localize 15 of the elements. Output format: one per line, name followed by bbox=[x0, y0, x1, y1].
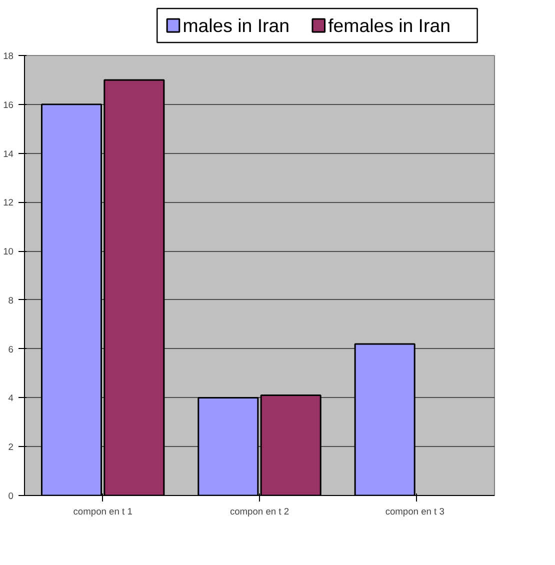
y-tick-label: 10 bbox=[3, 246, 14, 257]
x-tick-label: compon en t 1 bbox=[73, 506, 132, 516]
y-tick-label: 2 bbox=[8, 442, 14, 452]
y-tick-label: 12 bbox=[3, 198, 14, 208]
x-tick-label: compon en t 2 bbox=[230, 506, 290, 516]
y-tick-label: 16 bbox=[3, 100, 14, 110]
y-tick-label: 18 bbox=[3, 51, 14, 61]
y-tick-label: 4 bbox=[8, 393, 14, 404]
y-tick-label: 8 bbox=[8, 295, 14, 306]
legend-label: females in Iran bbox=[328, 15, 450, 36]
x-tick-label: compon en t 3 bbox=[385, 506, 444, 516]
y-tick-label: 14 bbox=[3, 148, 14, 159]
y-tick-label: 6 bbox=[8, 344, 14, 354]
legend-label: males in Iran bbox=[182, 15, 290, 36]
y-tick-label: 0 bbox=[8, 491, 14, 501]
